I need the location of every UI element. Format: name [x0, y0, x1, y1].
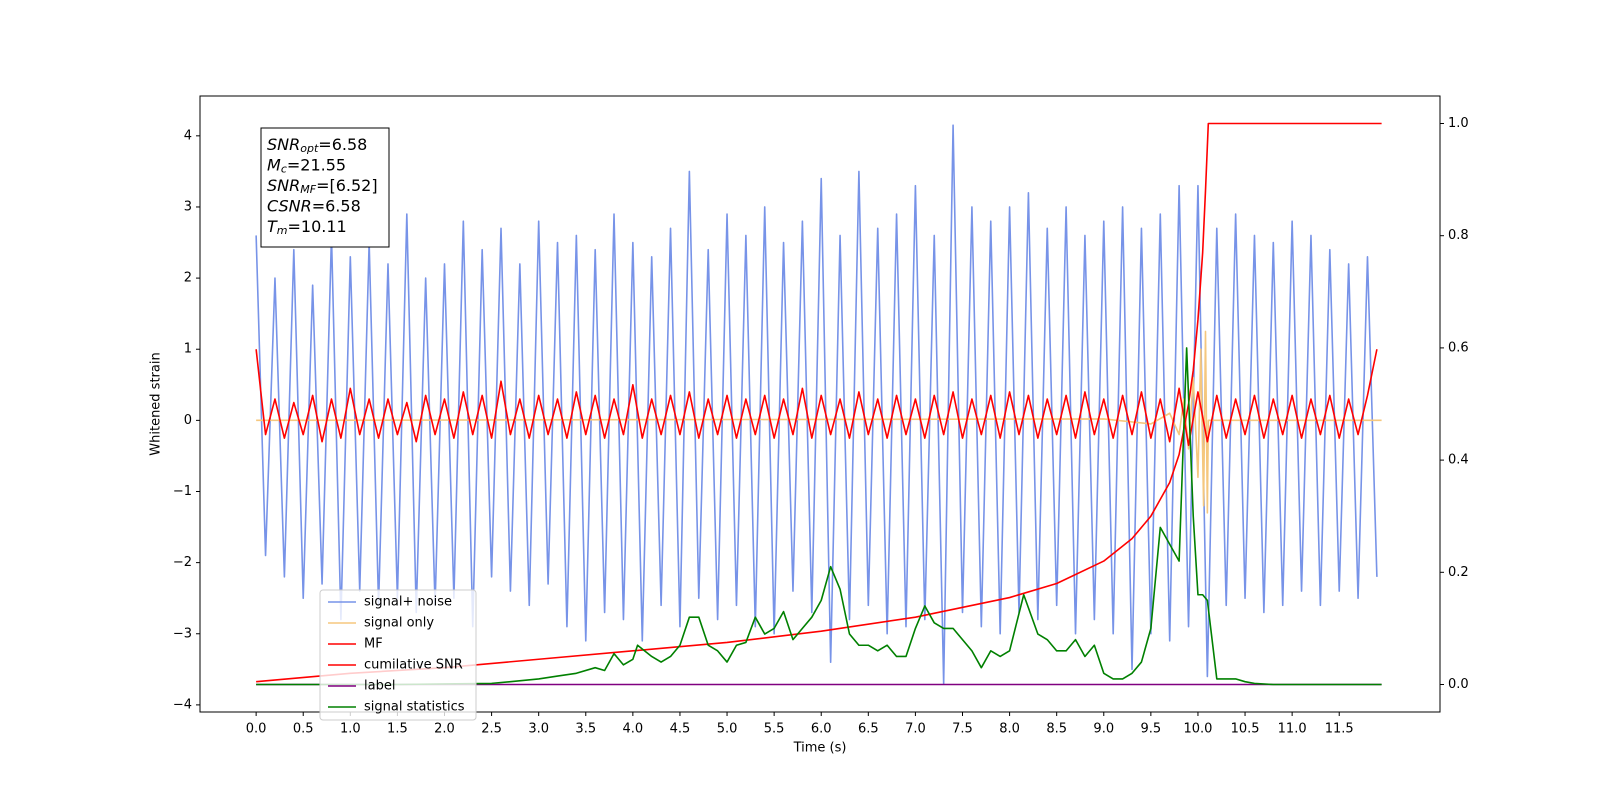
annotation: SNRopt=6.58: [267, 135, 367, 156]
y-tick-label: −3: [173, 626, 192, 641]
x-tick-label: 7.0: [905, 722, 926, 737]
x-tick-label: 8.5: [1046, 722, 1067, 737]
y-tick-label: 0: [184, 413, 192, 428]
annotation-text: =[6.52]: [316, 176, 378, 195]
y-tick-label: 2: [184, 271, 192, 286]
annotation-box: SNRopt=6.58Mc=21.55SNRMF=[6.52]CSNR=6.58…: [260, 127, 390, 248]
annotation-text: =6.58: [312, 196, 361, 215]
y-tick-label: 1: [184, 342, 192, 357]
annotation-symbol: T: [267, 217, 278, 236]
annotation-subscript: m: [277, 224, 288, 237]
annotation: CSNR=6.58: [267, 196, 361, 215]
x-tick-label: 6.0: [811, 722, 832, 737]
x-tick-label: 7.5: [952, 722, 973, 737]
y2-tick-label: 0.2: [1448, 565, 1469, 580]
annotation: SNRMF=[6.52]: [267, 176, 378, 197]
y-tick-label: −1: [173, 484, 192, 499]
annotation-text: =10.11: [288, 217, 347, 236]
x-tick-label: 9.0: [1093, 722, 1114, 737]
x-tick-label: 2.5: [481, 722, 502, 737]
legend-label: signal statistics: [364, 700, 465, 715]
annotation-subscript: MF: [300, 183, 316, 196]
x-tick-label: 6.5: [858, 722, 879, 737]
annotation-text: =6.58: [318, 135, 367, 154]
x-tick-label: 0.0: [246, 722, 267, 737]
x-tick-label: 4.5: [670, 722, 691, 737]
x-tick-label: 3.0: [528, 722, 549, 737]
annotation-subscript: opt: [300, 142, 319, 155]
plot-area: [255, 122, 1382, 686]
x-tick-label: 8.0: [999, 722, 1020, 737]
annotation-symbol: SNR: [267, 135, 300, 154]
y2-tick-label: 0.6: [1448, 340, 1469, 355]
x-tick-label: 1.0: [340, 722, 361, 737]
annotation-symbol: CSNR: [267, 196, 312, 215]
x-tick-label: 11.0: [1278, 722, 1307, 737]
x-tick-label: 10.0: [1183, 722, 1212, 737]
x-tick-label: 2.0: [434, 722, 455, 737]
y-tick-label: 4: [184, 128, 192, 143]
annotation-text: =21.55: [287, 155, 346, 174]
x-tick-label: 9.5: [1141, 722, 1162, 737]
y-axis-label: Whitened strain: [149, 352, 164, 455]
x-tick-label: 3.5: [575, 722, 596, 737]
legend-label: signal+ noise: [364, 595, 452, 610]
x-axis-label: Time (s): [793, 741, 847, 756]
x-tick-label: 0.5: [293, 722, 314, 737]
y2-tick-label: 0.0: [1448, 677, 1469, 692]
x-tick-label: 5.0: [717, 722, 738, 737]
y-tick-label: 3: [184, 199, 192, 214]
x-tick-label: 4.0: [623, 722, 644, 737]
x-tick-label: 10.5: [1231, 722, 1260, 737]
series-line: [256, 330, 1382, 514]
series-line: [256, 347, 1382, 686]
y2-tick-label: 0.4: [1448, 453, 1469, 468]
annotation-frame: [260, 127, 390, 248]
y-tick-label: −4: [173, 697, 192, 712]
series-line: [256, 122, 1382, 683]
legend-frame: [319, 589, 477, 721]
legend-label: cumilative SNR: [364, 658, 463, 673]
y2-tick-label: 0.8: [1448, 228, 1469, 243]
annotation-subscript: c: [281, 163, 287, 176]
legend: signal+ noise signal only MF cumilative SNR…: [319, 589, 477, 721]
annotation-symbol: M: [267, 155, 281, 174]
axes-frame: [199, 95, 1441, 713]
x-tick-label: 5.5: [764, 722, 785, 737]
x-tick-label: 1.5: [387, 722, 408, 737]
legend-label: signal only: [364, 616, 434, 631]
legend-label: label: [364, 679, 395, 694]
x-tick-label: 11.5: [1325, 722, 1354, 737]
y2-tick-label: 1.0: [1448, 116, 1469, 131]
series-line: [255, 124, 1378, 685]
annotation-symbol: SNR: [267, 176, 300, 195]
annotation: Mc=21.55: [267, 155, 346, 176]
y-tick-label: −2: [173, 555, 192, 570]
annotation: Tm=10.11: [267, 217, 347, 238]
legend-label: MF: [364, 637, 383, 652]
